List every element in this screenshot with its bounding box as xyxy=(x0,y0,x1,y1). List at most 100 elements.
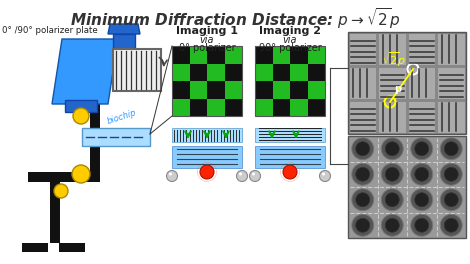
Bar xyxy=(290,46,307,64)
Circle shape xyxy=(444,167,458,181)
Circle shape xyxy=(166,171,178,182)
Circle shape xyxy=(356,167,370,181)
Circle shape xyxy=(444,142,458,156)
Bar xyxy=(172,81,189,98)
Text: $\sqrt{2}p$: $\sqrt{2}p$ xyxy=(382,50,407,69)
Bar xyxy=(189,81,207,98)
Circle shape xyxy=(352,163,374,185)
Circle shape xyxy=(411,138,433,160)
Bar xyxy=(290,81,307,98)
Bar xyxy=(90,97,100,182)
Circle shape xyxy=(200,165,214,179)
Circle shape xyxy=(444,218,458,232)
Bar xyxy=(438,68,464,98)
Bar xyxy=(290,64,307,81)
Circle shape xyxy=(440,163,462,185)
Bar xyxy=(438,34,464,64)
Bar xyxy=(273,64,290,81)
Bar xyxy=(172,46,189,64)
Circle shape xyxy=(385,193,399,207)
Bar xyxy=(307,46,325,64)
Bar xyxy=(348,136,466,238)
Circle shape xyxy=(356,193,370,207)
Bar xyxy=(408,101,435,133)
Bar xyxy=(273,98,290,116)
Circle shape xyxy=(411,214,433,236)
Bar xyxy=(255,64,273,81)
Circle shape xyxy=(415,218,429,232)
Bar xyxy=(408,68,435,98)
Circle shape xyxy=(356,142,370,156)
Circle shape xyxy=(169,172,172,176)
Circle shape xyxy=(385,167,399,181)
Bar xyxy=(350,101,376,133)
Circle shape xyxy=(54,184,68,198)
Circle shape xyxy=(239,172,242,176)
Bar xyxy=(273,81,290,98)
Text: 0° polarizer: 0° polarizer xyxy=(179,43,235,53)
Bar xyxy=(348,32,466,134)
Circle shape xyxy=(415,142,429,156)
Polygon shape xyxy=(108,24,140,34)
Bar xyxy=(255,146,325,168)
Bar xyxy=(307,98,325,116)
Circle shape xyxy=(381,163,403,185)
Circle shape xyxy=(352,189,374,211)
Circle shape xyxy=(381,138,403,160)
Bar xyxy=(82,128,150,146)
Bar xyxy=(189,46,207,64)
Text: 90° polarizer: 90° polarizer xyxy=(258,43,321,53)
Bar xyxy=(225,64,242,81)
Circle shape xyxy=(283,165,297,179)
Text: Imaging 2: Imaging 2 xyxy=(259,26,321,36)
Bar xyxy=(255,46,325,116)
Bar xyxy=(408,34,435,64)
Circle shape xyxy=(411,189,433,211)
Bar xyxy=(172,64,189,81)
Bar xyxy=(225,46,242,64)
Bar xyxy=(307,81,325,98)
Bar xyxy=(172,128,242,142)
Circle shape xyxy=(73,108,89,124)
Bar xyxy=(273,46,290,64)
Bar xyxy=(307,64,325,81)
Circle shape xyxy=(440,138,462,160)
Circle shape xyxy=(381,189,403,211)
Bar xyxy=(225,81,242,98)
Bar xyxy=(255,81,273,98)
Bar xyxy=(379,101,406,133)
Bar xyxy=(438,101,464,133)
Bar xyxy=(255,46,273,64)
Circle shape xyxy=(252,172,255,176)
Polygon shape xyxy=(52,39,118,104)
Bar xyxy=(172,46,242,116)
Circle shape xyxy=(385,218,399,232)
Bar xyxy=(207,46,225,64)
Circle shape xyxy=(72,165,90,183)
Bar xyxy=(255,128,325,142)
Bar xyxy=(65,100,97,112)
Circle shape xyxy=(411,163,433,185)
Bar xyxy=(207,81,225,98)
Bar xyxy=(50,178,60,243)
Bar xyxy=(290,98,307,116)
Text: biochip: biochip xyxy=(106,108,138,126)
Circle shape xyxy=(415,167,429,181)
Bar xyxy=(350,34,376,64)
Bar xyxy=(379,34,406,64)
Text: via: via xyxy=(283,35,297,45)
Bar xyxy=(113,49,161,91)
Bar xyxy=(379,68,406,98)
Bar xyxy=(207,64,225,81)
Bar xyxy=(350,68,376,98)
Bar xyxy=(28,172,100,182)
Circle shape xyxy=(250,171,260,182)
Bar xyxy=(207,98,225,116)
Bar xyxy=(22,243,48,252)
Bar xyxy=(225,98,242,116)
Circle shape xyxy=(320,171,330,182)
Bar xyxy=(59,243,85,252)
Circle shape xyxy=(352,138,374,160)
Bar xyxy=(189,64,207,81)
Bar xyxy=(113,34,135,49)
